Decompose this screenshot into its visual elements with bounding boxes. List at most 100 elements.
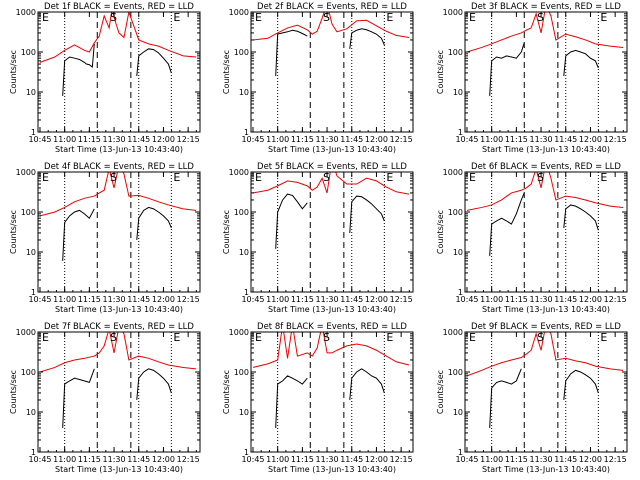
- series-events-line: [349, 368, 385, 401]
- series-events-line: [62, 43, 95, 96]
- y-tick-label: 100: [448, 208, 463, 217]
- series-lld-line: [252, 332, 410, 368]
- marker-end-label: E: [386, 11, 393, 24]
- x-tick-label: 11:15: [505, 295, 528, 304]
- y-axis-label: Counts/sec: [9, 370, 18, 414]
- x-tick-label: 11:45: [340, 135, 363, 144]
- x-tick-label: 10:45: [241, 295, 264, 304]
- x-tick-label: 12:00: [579, 135, 602, 144]
- x-tick-label: 11:45: [340, 455, 363, 464]
- y-tick-label: 10: [239, 408, 249, 417]
- axes-frame: [464, 11, 628, 133]
- y-tick-label: 10: [239, 248, 249, 257]
- y-tick-label: 100: [21, 208, 36, 217]
- x-tick-label: 11:45: [554, 135, 577, 144]
- x-tick-label: 10:45: [455, 295, 478, 304]
- axes-frame: [250, 331, 414, 453]
- x-tick-label: 12:00: [365, 455, 388, 464]
- y-tick-label: 100: [448, 368, 463, 377]
- marker-start-label: E: [42, 331, 49, 344]
- x-tick-label: 12:15: [390, 455, 413, 464]
- axes-frame: [250, 171, 414, 293]
- y-tick-label: 10: [453, 408, 463, 417]
- marker-start-label: E: [255, 331, 262, 344]
- marker-end-label: E: [600, 171, 607, 184]
- series-events-line: [136, 48, 172, 77]
- x-tick-label: 10:45: [28, 295, 51, 304]
- axes-frame: [464, 171, 628, 293]
- y-tick-label: 1: [458, 288, 463, 297]
- y-axis-label: Counts/sec: [222, 50, 231, 94]
- x-tick-label: 12:15: [177, 135, 200, 144]
- y-tick-label: 100: [234, 208, 249, 217]
- marker-end-label: E: [386, 171, 393, 184]
- x-tick-label: 11:00: [266, 455, 289, 464]
- axes-frame: [37, 331, 201, 453]
- marker-middle-label: S: [323, 171, 330, 184]
- x-tick-label: 11:30: [316, 455, 339, 464]
- x-tick-label: 11:45: [340, 295, 363, 304]
- series-lld-line: [466, 12, 624, 53]
- marker-middle-label: S: [110, 171, 117, 184]
- series-events-line: [136, 206, 172, 241]
- series-lld-line: [466, 172, 624, 211]
- x-tick-label: 11:15: [78, 295, 101, 304]
- y-tick-label: 1000: [229, 328, 249, 337]
- marker-end-label: E: [173, 11, 180, 24]
- chart-title: Det 5f BLACK = Events, RED = LLD: [257, 162, 407, 172]
- x-tick-label: 12:00: [365, 135, 388, 144]
- y-tick-label: 1000: [16, 168, 36, 177]
- plot-data-area: [466, 332, 624, 452]
- y-tick-label: 100: [234, 48, 249, 57]
- x-tick-label: 12:15: [604, 295, 627, 304]
- series-lld-line: [39, 12, 197, 63]
- marker-middle-label: S: [537, 331, 544, 344]
- plot-data-area: [252, 12, 410, 132]
- x-tick-label: 11:00: [53, 455, 76, 464]
- y-tick-label: 100: [448, 48, 463, 57]
- chart-title: Det 7f BLACK = Events, RED = LLD: [44, 322, 194, 332]
- x-axis-label: Start Time (13-Jun-13 10:43:40): [482, 145, 610, 154]
- x-tick-label: 12:15: [177, 295, 200, 304]
- y-axis-label: Counts/sec: [436, 370, 445, 414]
- x-tick-label: 12:15: [390, 135, 413, 144]
- y-tick-label: 10: [26, 408, 36, 417]
- marker-end-label: E: [600, 11, 607, 24]
- x-tick-label: 11:00: [480, 455, 503, 464]
- y-tick-label: 100: [21, 48, 36, 57]
- x-tick-label: 12:00: [152, 135, 175, 144]
- y-tick-label: 1: [244, 128, 249, 137]
- y-tick-label: 1: [458, 128, 463, 137]
- y-tick-label: 1000: [16, 328, 36, 337]
- series-events-line: [349, 195, 385, 233]
- y-tick-label: 1000: [443, 168, 463, 177]
- x-tick-label: 11:30: [103, 135, 126, 144]
- y-tick-label: 1000: [229, 8, 249, 17]
- series-lld-line: [39, 172, 197, 217]
- series-events-line: [275, 29, 308, 77]
- x-axis-label: Start Time (13-Jun-13 10:43:40): [268, 465, 396, 474]
- marker-end-label: E: [173, 171, 180, 184]
- series-lld-line: [252, 172, 410, 195]
- x-tick-label: 10:45: [241, 135, 264, 144]
- series-events-line: [563, 204, 599, 231]
- marker-start-label: E: [42, 11, 49, 24]
- x-tick-label: 11:15: [78, 135, 101, 144]
- x-tick-label: 11:00: [266, 135, 289, 144]
- x-tick-label: 11:30: [530, 455, 553, 464]
- marker-middle-label: S: [537, 171, 544, 184]
- axes-frame: [37, 11, 201, 133]
- y-tick-label: 10: [26, 88, 36, 97]
- x-tick-label: 12:00: [579, 455, 602, 464]
- x-tick-label: 12:15: [604, 455, 627, 464]
- x-tick-label: 11:30: [103, 455, 126, 464]
- y-tick-label: 100: [21, 368, 36, 377]
- marker-middle-label: S: [323, 11, 330, 24]
- x-tick-label: 11:15: [291, 295, 314, 304]
- plot-data-area: [39, 12, 197, 132]
